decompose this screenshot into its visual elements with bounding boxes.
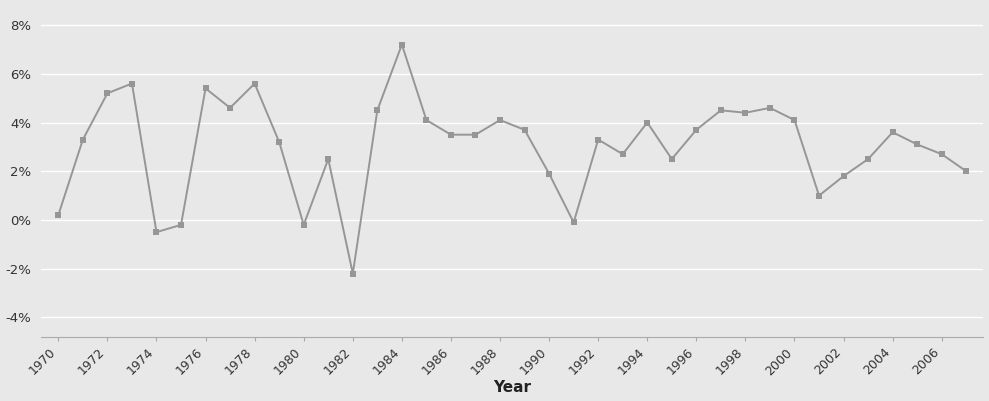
X-axis label: Year: Year xyxy=(494,381,531,395)
